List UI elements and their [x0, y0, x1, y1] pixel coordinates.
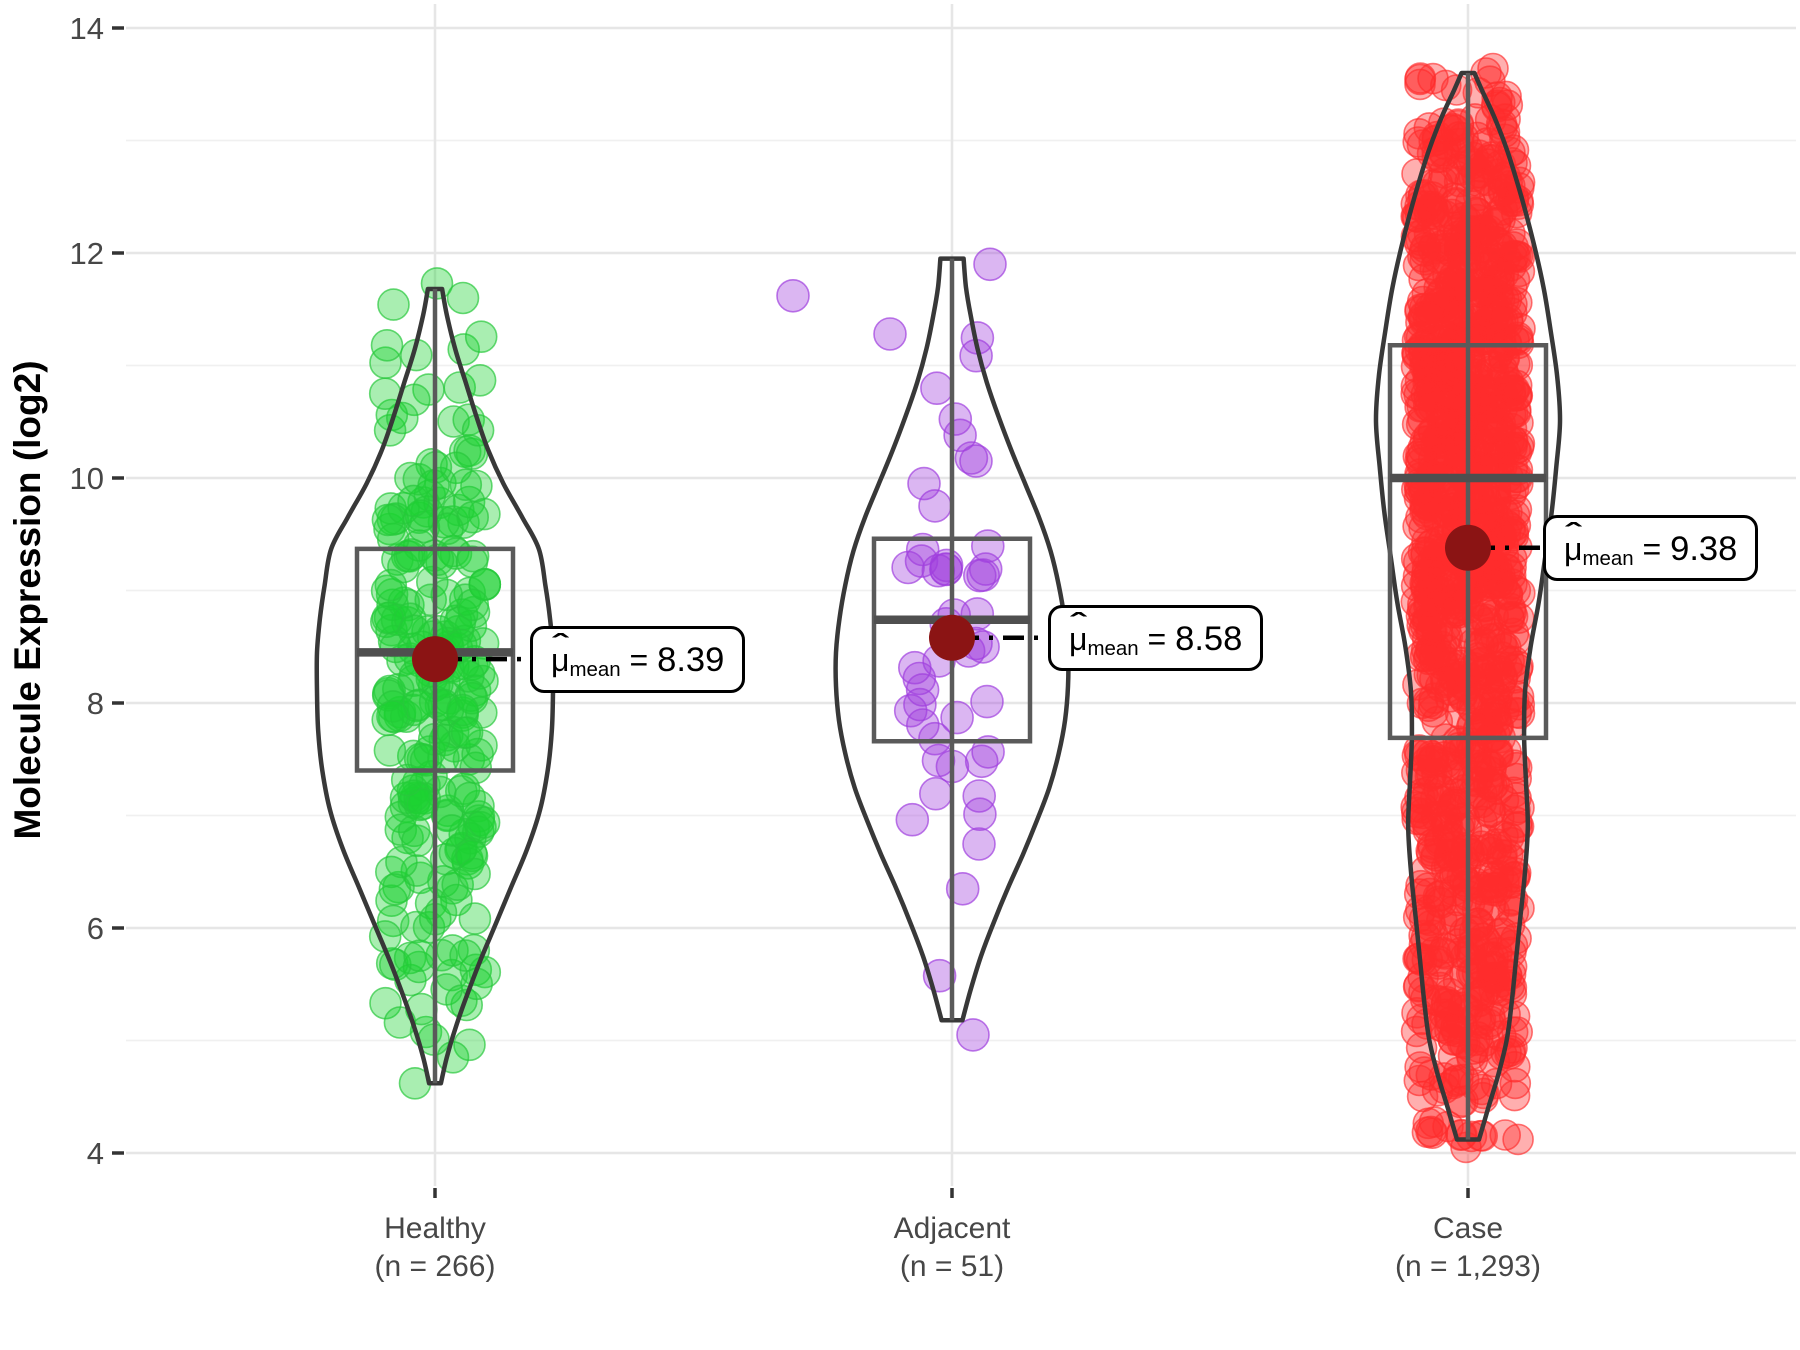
x-tick-sublabel-case: (n = 1,293)	[1395, 1250, 1541, 1283]
x-tick-label-case: Case	[1433, 1212, 1503, 1245]
violin-outline-adjacent	[833, 256, 1071, 1023]
mean-annotation-healthy: μ ˆ mean = 8.39	[530, 626, 746, 693]
x-tick-label-adjacent: Adjacent	[894, 1212, 1011, 1245]
violin-outline-case	[1373, 70, 1563, 1142]
y-tick-label: 8	[87, 686, 104, 721]
x-tick-label-healthy: Healthy	[384, 1212, 486, 1245]
mean-annotation-adjacent: μ ˆ mean = 8.58	[1048, 604, 1264, 672]
y-tick-label: 14	[70, 11, 104, 46]
y-tick-label: 6	[87, 911, 104, 946]
violin-series	[314, 52, 1563, 1164]
group-adjacent	[776, 247, 1071, 1052]
group-case	[1373, 52, 1563, 1164]
group-healthy	[314, 267, 556, 1100]
y-tick-label: 10	[70, 461, 104, 496]
y-tick-label: 4	[87, 1136, 104, 1171]
mean-dot-healthy	[412, 636, 458, 683]
x-tick-sublabel-adjacent: (n = 51)	[900, 1250, 1004, 1283]
mean-annotation-case: μ ˆ mean = 9.38	[1543, 514, 1759, 582]
x-tick-sublabel-healthy: (n = 266)	[375, 1250, 496, 1283]
y-axis-title: Molecule Expression (log2)	[7, 360, 48, 839]
box-adjacent	[871, 536, 1033, 744]
axes: 4 6 8 10 12 14 Healthy (n = 266) Adjacent (n = 51…	[70, 11, 1541, 1283]
mean-dot-case	[1445, 524, 1491, 571]
y-tick-label: 12	[70, 236, 104, 271]
mean-dot-adjacent	[929, 614, 975, 661]
box-healthy	[354, 546, 516, 773]
violin-outline-healthy	[314, 286, 556, 1086]
